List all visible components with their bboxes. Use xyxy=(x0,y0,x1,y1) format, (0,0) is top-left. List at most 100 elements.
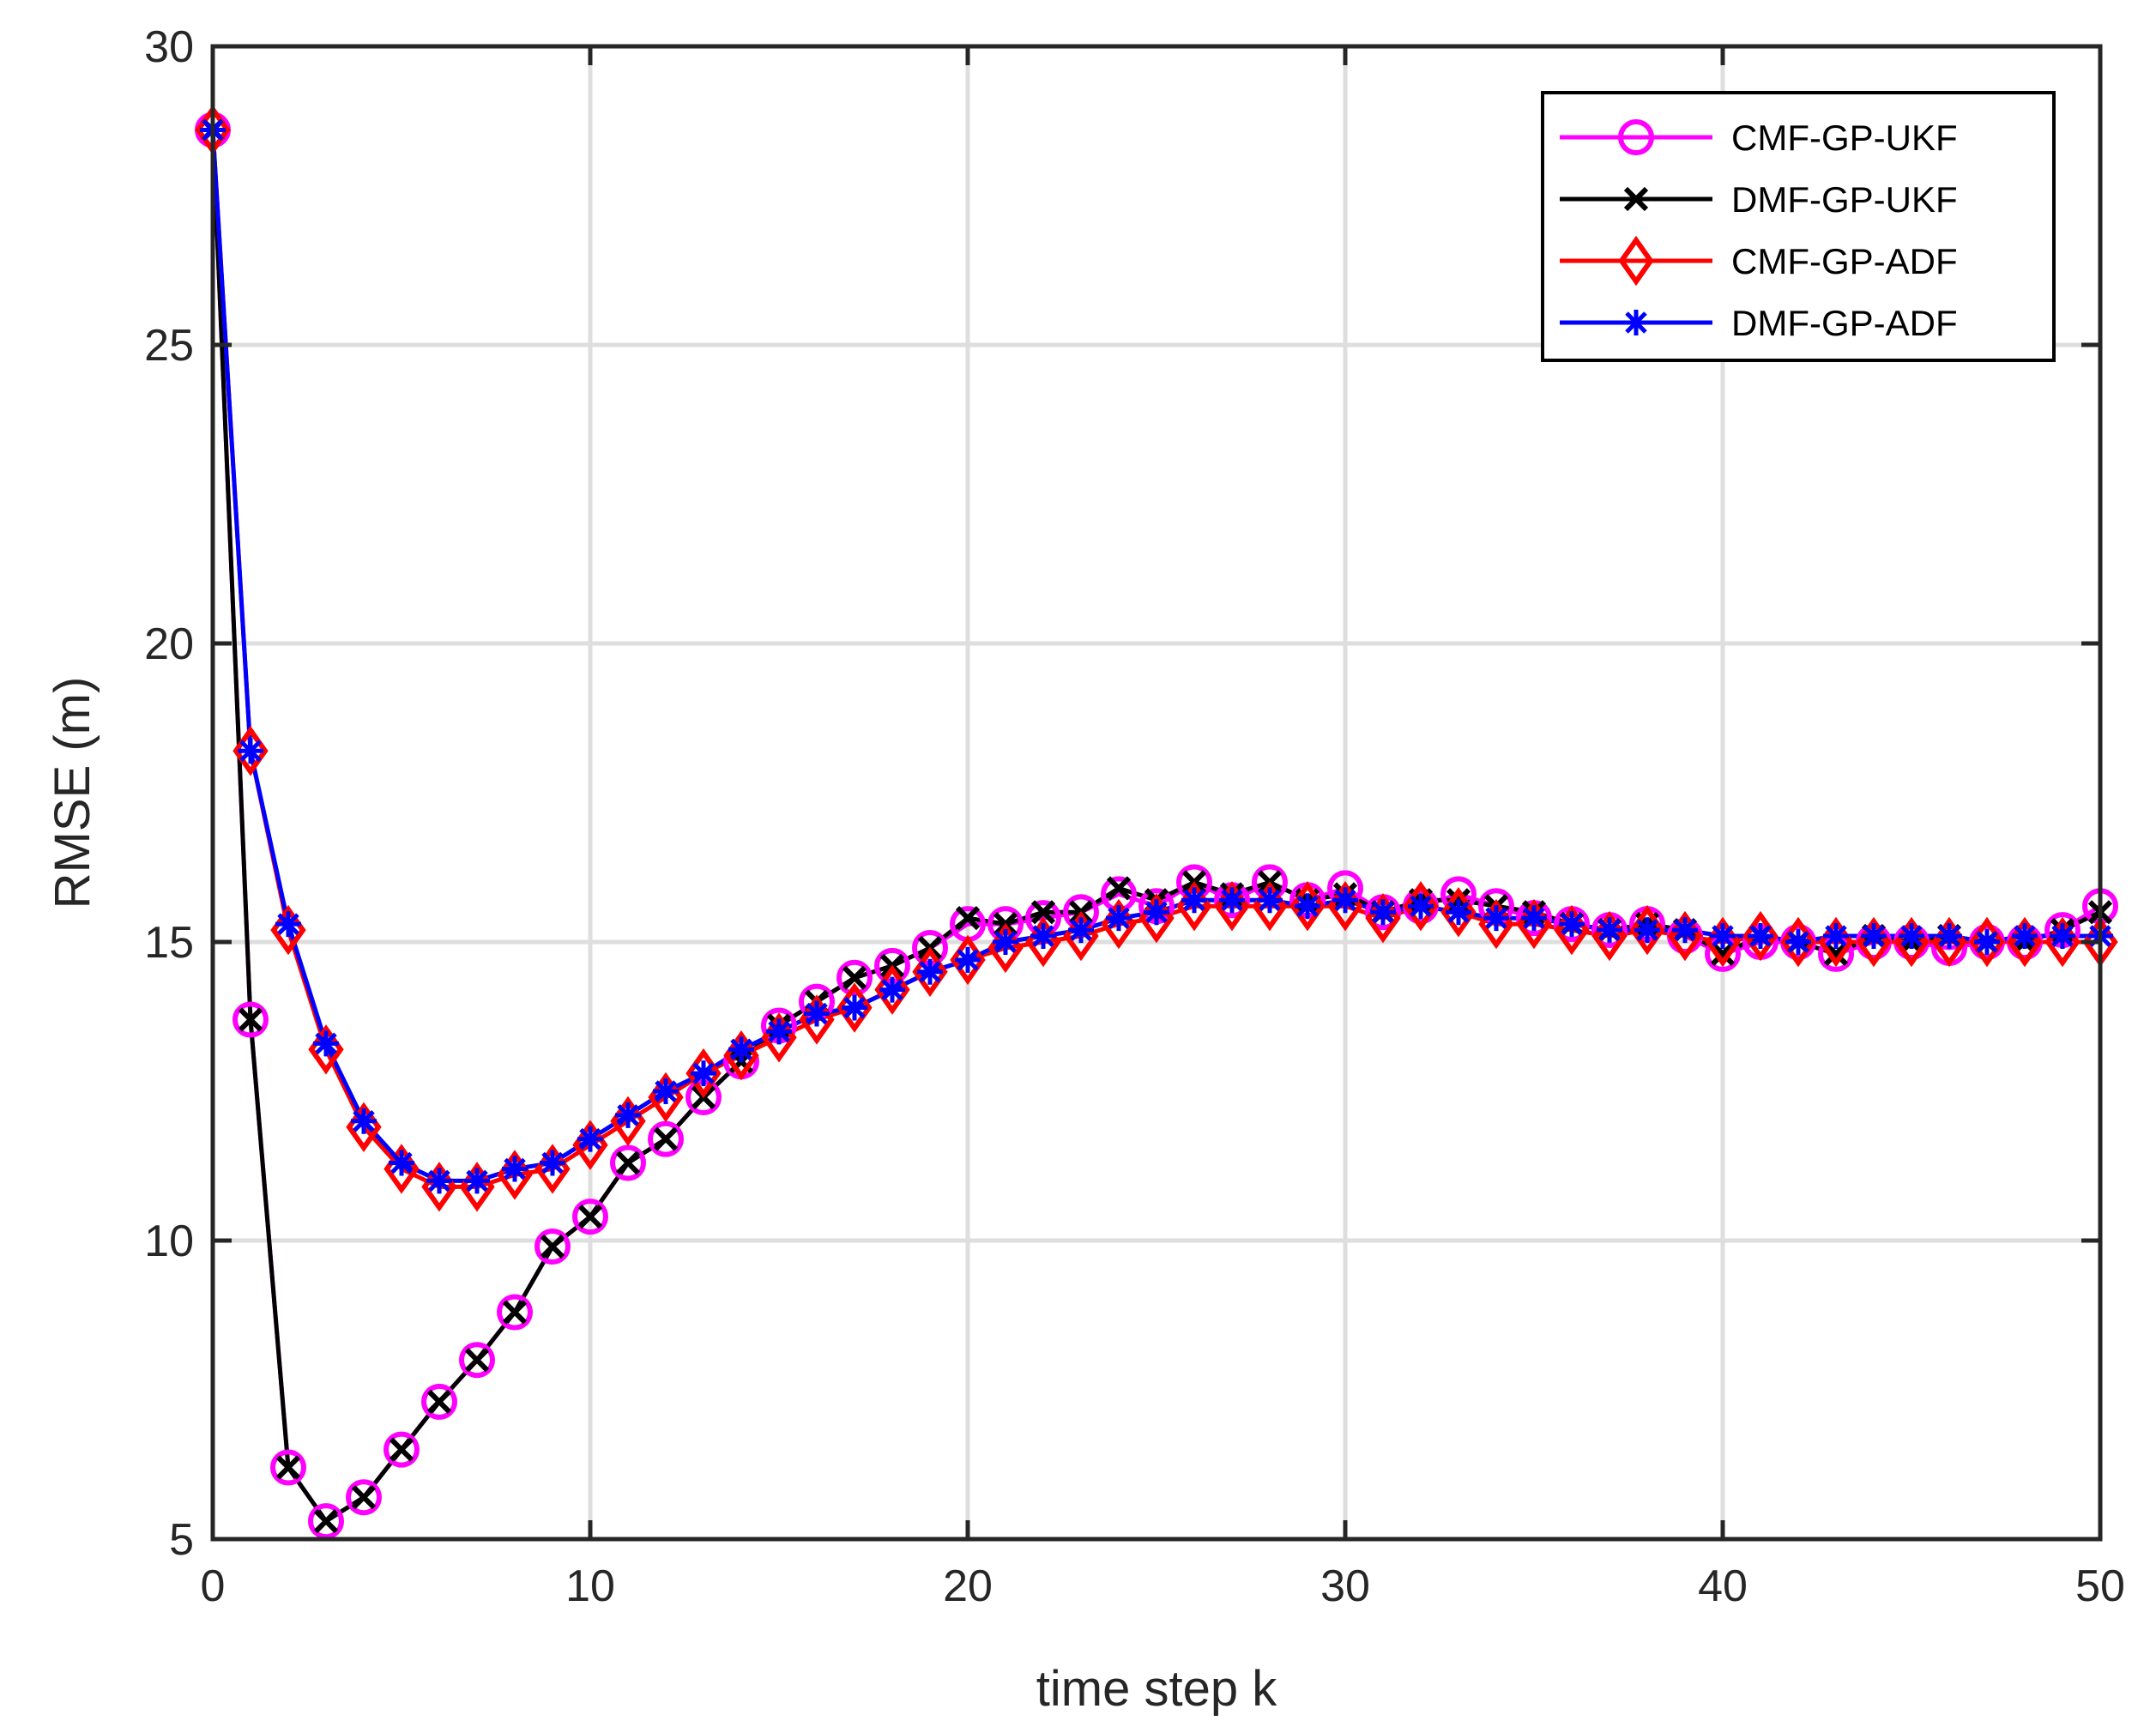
legend-marker-asterisk xyxy=(1623,310,1649,335)
data-point-asterisk xyxy=(804,1000,830,1027)
axis-tick-labels: 0 10 20 30 40 50 5 10 15 20 25 30 xyxy=(144,22,2125,1611)
data-point-asterisk xyxy=(691,1060,716,1087)
data-point-x xyxy=(653,1126,679,1151)
data-point-x xyxy=(955,906,981,931)
data-point-asterisk xyxy=(1597,917,1622,944)
data-point-x xyxy=(1030,900,1056,925)
data-point-asterisk xyxy=(1370,899,1396,926)
legend-label: CMF-GP-ADF xyxy=(1731,241,1958,281)
data-point-asterisk xyxy=(238,738,263,764)
data-point-asterisk xyxy=(1144,899,1169,926)
y-tick-label: 5 xyxy=(169,1515,194,1565)
data-point-asterisk xyxy=(2050,923,2075,950)
data-point-asterisk xyxy=(917,958,943,985)
data-point-x xyxy=(464,1348,490,1373)
data-point-asterisk xyxy=(1257,887,1283,914)
x-tick-label: 20 xyxy=(943,1561,993,1611)
data-point-asterisk xyxy=(426,1168,452,1194)
x-tick-label: 30 xyxy=(1320,1561,1370,1611)
data-point-x xyxy=(426,1389,452,1415)
data-point-asterisk xyxy=(1634,917,1660,944)
data-point-x xyxy=(615,1150,641,1175)
data-point-asterisk xyxy=(1974,929,2000,955)
data-point-x xyxy=(1823,941,1849,967)
y-tick-label: 15 xyxy=(144,918,194,968)
x-axis-label: time step k xyxy=(1036,1661,1277,1717)
data-point-x xyxy=(351,1485,377,1510)
data-point-circle xyxy=(346,1479,382,1516)
data-point-x xyxy=(577,1205,603,1229)
data-point-x xyxy=(1710,941,1736,967)
data-point-asterisk xyxy=(502,1156,528,1182)
data-point-circle xyxy=(610,1144,646,1181)
x-tick-label: 40 xyxy=(1698,1561,1748,1611)
data-point-asterisk xyxy=(1446,899,1471,926)
data-point-asterisk xyxy=(389,1150,414,1176)
data-point-asterisk xyxy=(1672,917,1698,944)
y-tick-label: 10 xyxy=(144,1217,194,1266)
data-point-asterisk xyxy=(1861,923,1887,950)
data-point-circle xyxy=(383,1431,420,1468)
legend-entry: CMF-GP-ADF xyxy=(1560,235,1958,287)
x-tick-label: 50 xyxy=(2075,1561,2125,1611)
data-point-asterisk xyxy=(2012,923,2038,950)
data-point-asterisk xyxy=(577,1126,603,1152)
data-point-x xyxy=(540,1234,565,1259)
data-point-asterisk xyxy=(313,1030,339,1057)
data-point-asterisk xyxy=(1785,929,1811,955)
data-point-circle xyxy=(308,1503,344,1540)
data-point-asterisk xyxy=(1332,887,1358,914)
data-point-asterisk xyxy=(1899,923,1924,950)
data-point-asterisk xyxy=(464,1168,490,1194)
data-point-circle xyxy=(459,1342,495,1379)
data-point-asterisk xyxy=(1483,905,1509,932)
data-point-circle xyxy=(421,1383,457,1420)
data-point-asterisk xyxy=(1710,923,1736,950)
data-point-asterisk xyxy=(275,911,301,938)
data-point-x xyxy=(502,1300,528,1325)
data-point-asterisk xyxy=(1936,923,1962,950)
data-point-x xyxy=(275,1455,301,1480)
data-point-asterisk xyxy=(1521,905,1547,932)
x-tick-label: 0 xyxy=(201,1561,226,1611)
axes-box xyxy=(210,44,2103,1542)
data-point-circle xyxy=(534,1228,571,1265)
data-point-x xyxy=(1106,876,1132,901)
data-point-asterisk xyxy=(842,994,867,1021)
data-point-asterisk xyxy=(653,1078,679,1104)
data-point-asterisk xyxy=(1748,923,1773,950)
data-point-asterisk xyxy=(728,1036,754,1063)
data-point-circle xyxy=(233,1001,269,1038)
data-point-asterisk xyxy=(1030,923,1056,950)
data-point-asterisk xyxy=(1219,887,1245,914)
data-point-x xyxy=(313,1508,339,1534)
y-tick-label: 20 xyxy=(144,619,194,669)
data-point-x xyxy=(238,1007,263,1032)
data-point-asterisk xyxy=(1295,893,1320,920)
data-point-asterisk xyxy=(993,929,1018,955)
series-markers xyxy=(195,105,2118,1540)
data-point-circle xyxy=(648,1120,684,1157)
y-tick-label: 30 xyxy=(144,22,194,72)
data-point-asterisk xyxy=(955,946,981,973)
legend: CMF-GP-UKF DMF-GP-UKF CMF-GP-ADF DMF-GP-ADF xyxy=(1541,91,2056,362)
data-point-asterisk xyxy=(1559,911,1585,938)
x-tick-label: 10 xyxy=(565,1561,615,1611)
data-point-asterisk xyxy=(1408,893,1434,920)
data-point-circle xyxy=(572,1199,608,1235)
y-tick-label: 25 xyxy=(144,321,194,371)
legend-marker-x xyxy=(1623,186,1649,212)
legend-entry: DMF-GP-ADF xyxy=(1560,303,1958,343)
legend-entry: CMF-GP-UKF xyxy=(1560,118,1958,158)
legend-label: DMF-GP-UKF xyxy=(1731,179,1958,220)
data-point-asterisk xyxy=(879,976,905,1003)
legend-entry: DMF-GP-UKF xyxy=(1560,179,1958,220)
y-axis-label: RMSE (m) xyxy=(45,677,100,909)
axis-ticks xyxy=(210,44,2103,1542)
series-markers-dmf-gp-adf xyxy=(200,117,2113,1194)
legend-marker-diamond xyxy=(1618,235,1654,287)
data-point-asterisk xyxy=(1181,887,1207,914)
data-point-x xyxy=(389,1437,414,1462)
data-point-circle xyxy=(836,959,873,996)
data-point-asterisk xyxy=(615,1102,641,1128)
